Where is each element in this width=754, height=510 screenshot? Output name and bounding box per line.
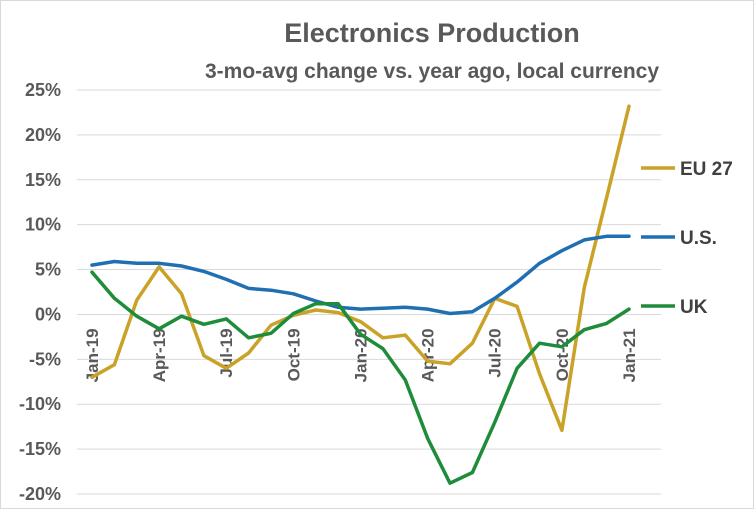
x-tick-label: Apr-19 xyxy=(150,328,169,382)
x-tick-label: Oct-19 xyxy=(284,328,303,381)
series-lines xyxy=(90,104,631,485)
y-axis-ticks: 25% 20% 15% 10% 5% 0% -5% -10% -15% -20% xyxy=(19,80,61,504)
y-tick-label: -5% xyxy=(29,349,61,369)
y-tick-label: 10% xyxy=(25,215,61,235)
gridlines xyxy=(77,89,661,495)
legend: EU 27 U.S. UK xyxy=(641,159,733,318)
y-tick-label: -15% xyxy=(19,439,61,459)
y-tick-label: 25% xyxy=(25,80,61,100)
y-tick-label: -10% xyxy=(19,394,61,414)
y-tick-label: 15% xyxy=(25,170,61,190)
y-tick-label: 0% xyxy=(35,304,61,324)
x-tick-label: Oct-20 xyxy=(553,328,572,381)
series-line-uk xyxy=(90,270,631,485)
x-tick-label: Jul-20 xyxy=(486,328,505,377)
chart-subtitle: 3-mo-avg change vs. year ago, local curr… xyxy=(205,60,659,83)
x-tick-label: Jan-21 xyxy=(620,328,639,382)
legend-label-u-s: U.S. xyxy=(680,228,717,249)
x-axis-ticks: Jan-19 Apr-19 Jul-19 Oct-19 Jan-20 Apr-20 Jul-… xyxy=(83,328,639,382)
chart-title: Electronics Production xyxy=(284,18,580,48)
x-tick-label: Jan-19 xyxy=(83,328,102,382)
series-line-u-s xyxy=(90,234,631,316)
y-tick-label: 5% xyxy=(35,260,61,280)
y-tick-label: 20% xyxy=(25,125,61,145)
x-tick-label: Jan-20 xyxy=(352,328,371,382)
x-tick-label: Jul-19 xyxy=(217,328,236,377)
legend-label-uk: UK xyxy=(680,297,708,318)
y-tick-label: -20% xyxy=(19,484,61,504)
series-line-eu-27 xyxy=(90,104,631,433)
x-tick-label: Apr-20 xyxy=(419,328,438,382)
legend-label-eu-27: EU 27 xyxy=(680,159,733,180)
